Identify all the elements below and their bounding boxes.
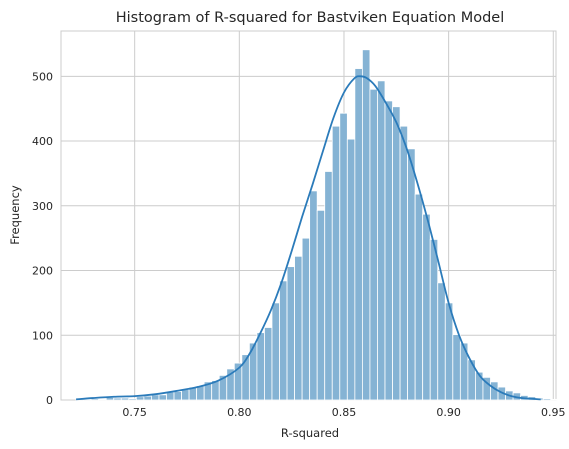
y-tick-label: 400 <box>32 135 53 148</box>
x-tick-label: 0.90 <box>436 406 461 419</box>
x-tick-label: 0.75 <box>122 406 147 419</box>
histogram-bar <box>301 237 311 401</box>
histogram-bar <box>135 396 145 401</box>
histogram-bar <box>309 190 318 401</box>
histogram-bar <box>286 266 295 401</box>
histogram-bar <box>271 302 280 401</box>
histogram-bar <box>407 148 416 401</box>
histogram-bar <box>316 209 326 401</box>
x-axis-label: R-squared <box>281 426 339 440</box>
histogram-bar <box>331 125 341 401</box>
histogram-bar <box>120 397 130 401</box>
x-tick-label: 0.95 <box>541 406 566 419</box>
kde-line <box>76 75 541 401</box>
y-axis-label: Frequency <box>8 185 22 245</box>
histogram-bar <box>98 398 107 401</box>
histogram-bar <box>173 391 182 401</box>
histogram-bar <box>361 49 371 401</box>
histogram-bar <box>143 395 152 401</box>
histogram-bar <box>429 239 439 401</box>
histogram-bar <box>166 391 175 401</box>
histogram-bar <box>264 327 273 401</box>
histogram-bar <box>158 394 167 401</box>
histogram-bar <box>437 282 446 401</box>
histogram-bar <box>384 100 393 401</box>
tick-labels: 0.75 0.80 0.85 0.90 0.95 0 100 200 300 400 500 <box>32 70 566 419</box>
y-tick-label: 100 <box>32 329 53 342</box>
histogram-bar <box>542 398 552 401</box>
histogram-bar <box>324 171 333 401</box>
histogram-bars <box>75 49 559 401</box>
histogram-bar <box>369 88 378 401</box>
histogram-bar <box>256 332 265 401</box>
histogram-bar <box>444 302 454 401</box>
y-tick-label: 500 <box>32 70 53 83</box>
histogram-bar <box>414 193 424 401</box>
histogram-bar <box>294 255 303 401</box>
histogram-bar <box>181 389 190 401</box>
chart-title: Histogram of R-squared for Bastviken Equ… <box>116 10 505 26</box>
histogram-bar <box>422 213 431 401</box>
histogram-bar <box>151 394 160 401</box>
histogram-bar <box>339 112 348 401</box>
y-tick-label: 300 <box>32 200 53 213</box>
histogram-bar <box>279 280 288 401</box>
x-tick-label: 0.85 <box>332 406 357 419</box>
x-tick-label: 0.80 <box>227 406 252 419</box>
histogram-bar <box>377 80 386 401</box>
histogram-bar <box>128 398 137 401</box>
histogram-bar <box>354 68 363 401</box>
kde-curve <box>76 75 541 401</box>
histogram-bar <box>452 334 461 401</box>
y-tick-label: 0 <box>46 394 53 407</box>
y-tick-label: 200 <box>32 265 53 278</box>
histogram-bar <box>392 106 401 401</box>
histogram-bar <box>346 138 356 401</box>
histogram-bar <box>399 125 409 401</box>
histogram-bar <box>113 397 122 401</box>
histogram-bar <box>550 398 559 401</box>
